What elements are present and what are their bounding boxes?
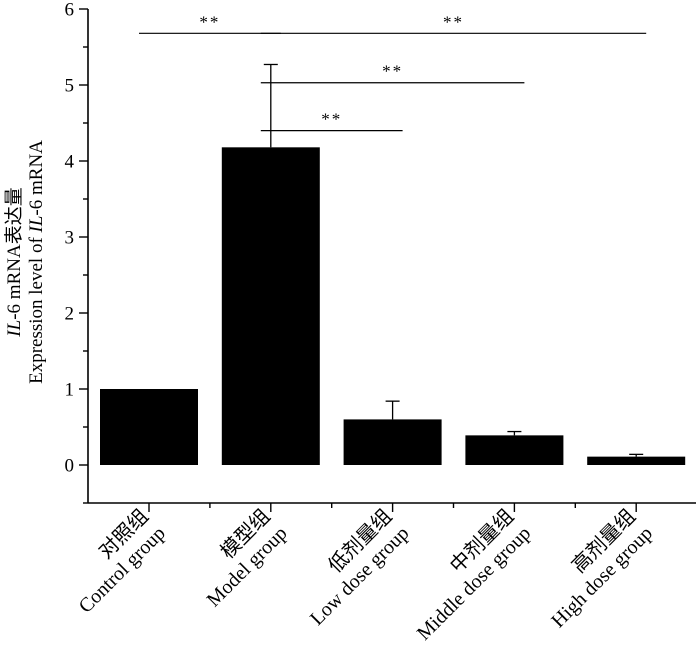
y-tick-label: 4 xyxy=(65,152,75,173)
significance-label-1: ** xyxy=(199,12,220,31)
y-axis-label-zh: IL-6 mRNA表达量 xyxy=(3,187,25,337)
bar-5 xyxy=(587,456,686,465)
y-label-zh-rest: -6 mRNA表达量 xyxy=(3,187,25,319)
y-axis-label: IL-6 mRNA表达量 Expression level of IL-6 mR… xyxy=(3,140,47,384)
y-tick-label: 5 xyxy=(65,76,75,97)
y-tick-label: 2 xyxy=(65,304,75,325)
y-label-zh-italic: IL xyxy=(4,320,25,338)
significance-label-2: ** xyxy=(443,12,464,31)
bar-1 xyxy=(100,389,198,465)
y-label-en-italic: IL xyxy=(26,216,47,234)
y-axis-label-en: Expression level of IL-6 mRNA xyxy=(26,140,47,384)
y-label-en-suffix: -6 mRNA xyxy=(26,140,47,216)
bar-4 xyxy=(465,435,564,465)
y-tick-label: 0 xyxy=(65,456,75,477)
y-tick-label: 6 xyxy=(65,0,75,21)
bar-2 xyxy=(221,147,320,465)
bar-3 xyxy=(343,419,442,465)
y-tick-label: 1 xyxy=(65,380,75,401)
significance-label-3: ** xyxy=(382,62,403,81)
significance-label-4: ** xyxy=(321,110,342,129)
y-label-en-prefix: Expression level of xyxy=(26,232,47,383)
y-tick-label: 3 xyxy=(65,228,75,249)
